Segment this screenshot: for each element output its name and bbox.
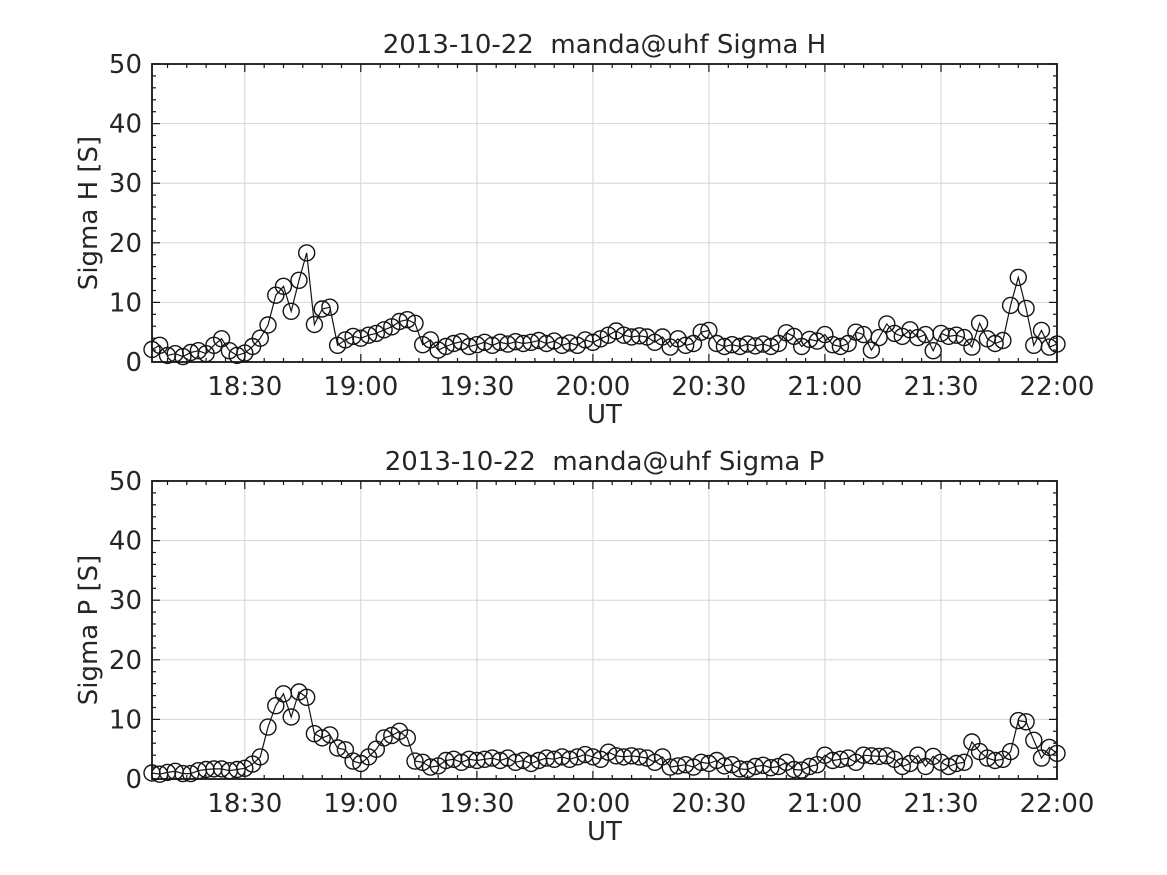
y-tick-label: 40 xyxy=(109,527,142,557)
x-tick-label: 19:00 xyxy=(323,789,398,819)
sigma-p-title: 2013-10-22 manda@uhf Sigma P xyxy=(385,447,825,477)
sigma-h-chart: 0 10 20 30 40 50 18:30 19:00 19:30 20:00 20:30 21:0… xyxy=(109,50,1095,402)
y-tick-label: 20 xyxy=(109,646,142,676)
tick-labels: 0 10 20 30 40 50 18:30 19:00 19:30 20:00 20:30 21:0… xyxy=(109,467,1095,819)
y-tick-label: 0 xyxy=(125,348,142,378)
data-series xyxy=(143,244,1066,366)
y-tick-label: 10 xyxy=(109,288,142,318)
x-tick-label: 19:00 xyxy=(323,372,398,402)
x-tick-label: 21:00 xyxy=(787,789,862,819)
axes-box xyxy=(151,480,1058,780)
y-tick-label: 50 xyxy=(109,467,142,497)
x-tick-label: 19:30 xyxy=(439,372,514,402)
tick-labels: 0 10 20 30 40 50 18:30 19:00 19:30 20:00 20:30 21:0… xyxy=(109,50,1095,402)
sigma-p-xlabel: UT xyxy=(587,817,622,847)
tick-layer xyxy=(152,480,1058,780)
x-tick-label: 18:30 xyxy=(207,372,282,402)
sigma-p-chart: 0 10 20 30 40 50 18:30 19:00 19:30 20:00 20:30 21:0… xyxy=(109,467,1095,819)
sigma-h-xlabel: UT xyxy=(587,400,622,430)
grid-layer xyxy=(152,64,1058,362)
y-tick-label: 10 xyxy=(109,705,142,735)
y-tick-label: 30 xyxy=(109,169,142,199)
tick-layer xyxy=(152,63,1058,363)
y-tick-label: 50 xyxy=(109,50,142,80)
y-tick-label: 20 xyxy=(109,229,142,259)
y-tick-label: 40 xyxy=(109,110,142,140)
x-tick-label: 20:30 xyxy=(671,789,746,819)
x-tick-label: 21:30 xyxy=(904,372,979,402)
x-tick-label: 20:00 xyxy=(555,789,630,819)
x-tick-label: 20:30 xyxy=(671,372,746,402)
x-tick-label: 21:00 xyxy=(787,372,862,402)
sigma-p-ylabel: Sigma P [S] xyxy=(74,555,104,706)
x-tick-label: 22:00 xyxy=(1020,372,1095,402)
x-tick-label: 19:30 xyxy=(439,789,514,819)
x-tick-label: 18:30 xyxy=(207,789,282,819)
y-tick-label: 0 xyxy=(125,765,142,795)
grid-layer xyxy=(152,481,1058,779)
y-tick-label: 30 xyxy=(109,586,142,616)
data-series xyxy=(143,683,1066,783)
x-tick-label: 20:00 xyxy=(555,372,630,402)
x-tick-label: 21:30 xyxy=(904,789,979,819)
sigma-h-ylabel: Sigma H [S] xyxy=(74,136,104,290)
x-tick-label: 22:00 xyxy=(1020,789,1095,819)
sigma-h-title: 2013-10-22 manda@uhf Sigma H xyxy=(383,30,827,60)
axes-box xyxy=(151,63,1058,363)
